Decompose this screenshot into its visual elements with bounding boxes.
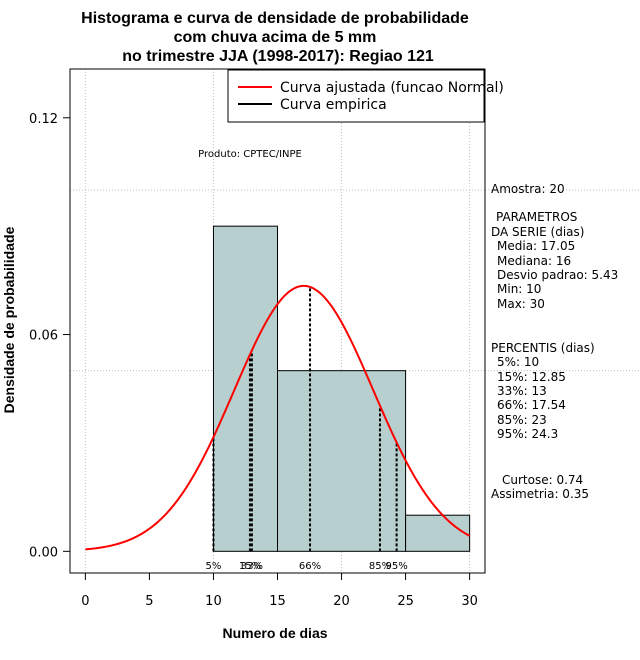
legend-box [227, 69, 485, 123]
percentiles-title: PERCENTIS (dias) [491, 341, 595, 355]
percentile-label-5: 95% [386, 561, 408, 572]
percentile-label-4: 85% [369, 561, 391, 572]
stat-min: Min: 10 [497, 282, 541, 296]
normal-curve [85, 284, 471, 551]
percentile-label-2: 33% [241, 561, 263, 572]
plot-frame [69, 68, 486, 574]
x-axis: 0 5 10 15 20 25 30 [81, 572, 478, 609]
histogram-bars [212, 225, 471, 552]
x-tick-label-6: 30 [461, 594, 478, 609]
percentile-5: 5%: 10 [497, 355, 539, 369]
stat-mean: Media: 17.05 [497, 239, 575, 253]
x-tick-label-5: 25 [397, 594, 414, 609]
stat-median: Mediana: 16 [497, 254, 571, 268]
y-axis: 0.00 0.06 0.12 [29, 112, 70, 560]
percentile-lines: 5% 15%33% 66% 85%95% [206, 286, 408, 572]
parameters-title: PARAMETROS [496, 210, 577, 224]
histogram-bar-2 [405, 514, 471, 552]
x-tick-label-0: 0 [81, 594, 89, 609]
chart-title-line-3: no trimestre JJA (1998-2017): Regiao 121 [122, 48, 434, 65]
y-tick-label-2: 0.12 [29, 112, 58, 127]
percentile-66: 66%: 17.54 [497, 398, 566, 412]
y-axis-label: Densidade de probabilidade [1, 226, 17, 413]
side-panel: Amostra: 20 PARAMETROS DA SERIE (dias) M… [491, 182, 618, 501]
normal-curve-layer [85, 284, 471, 551]
legend: Curva ajustada (funcao Normal) Curva emp… [227, 69, 504, 123]
x-tick-label-2: 10 [205, 594, 222, 609]
stat-skewness: Assimetria: 0.35 [491, 487, 589, 501]
percentile-33: 33%: 13 [497, 384, 547, 398]
y-tick-label-0: 0.00 [29, 545, 58, 560]
y-tick-label-1: 0.06 [29, 329, 58, 344]
percentile-15: 15%: 12.85 [497, 370, 566, 384]
chart-title-line-1: Histograma e curva de densidade de proba… [81, 10, 469, 27]
product-annotation: Produto: CPTEC/INPE [198, 149, 302, 160]
percentile-95: 95%: 24.3 [497, 427, 558, 441]
sample-size: Amostra: 20 [491, 182, 565, 196]
percentile-label-3: 66% [299, 561, 321, 572]
percentile-85: 85%: 23 [497, 413, 547, 427]
parameters-subtitle: DA SERIE (dias) [491, 225, 584, 239]
x-tick-label-1: 5 [145, 594, 153, 609]
legend-normal-label: Curva ajustada (funcao Normal) [280, 80, 504, 96]
percentile-label-1: 15% [239, 561, 261, 572]
chart-title-line-2: com chuva acima de 5 mm [174, 29, 377, 46]
x-tick-label-4: 20 [333, 594, 350, 609]
histogram-bar-0 [212, 225, 278, 552]
x-axis-label: Numero de dias [222, 625, 327, 641]
histogram-bar-1 [277, 370, 407, 552]
legend-empirical-label: Curva empirica [280, 97, 387, 113]
stat-kurtosis: Curtose: 0.74 [502, 473, 583, 487]
x-tick-label-3: 15 [269, 594, 286, 609]
stat-std-dev: Desvio padrao: 5.43 [497, 268, 618, 282]
stat-max: Max: 30 [497, 297, 545, 311]
percentile-label-0: 5% [206, 561, 222, 572]
